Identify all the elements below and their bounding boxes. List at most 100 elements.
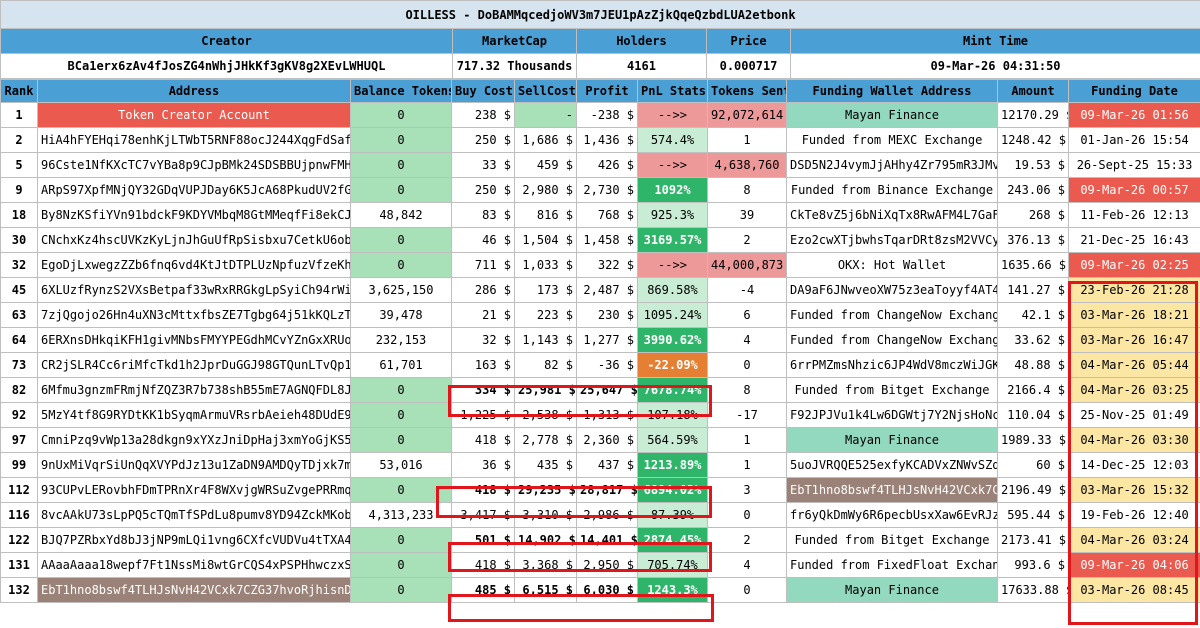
cell-balance: 0 (350, 252, 452, 278)
cell-rank: 132 (0, 577, 38, 603)
column-header-profit: Profit (576, 79, 638, 103)
table-row: 99 9nUxMiVqrSiUnQqXVYPdJz13u1ZaDN9AMDQyTD… (0, 452, 1200, 478)
cell-funding-wallet[interactable]: CkTe8vZ5j6bNiXqTx8RwAFM4L7GaFZ (786, 202, 998, 228)
cell-buy-cost: 21 $ (451, 302, 515, 328)
cell-address[interactable]: ARpS97XpfMNjQY32GDqVUPJDay6K5JcA68PkudUV… (37, 177, 351, 203)
cell-funding-wallet[interactable]: Mayan Finance (786, 577, 998, 603)
column-header-rank: Rank (0, 79, 38, 103)
cell-tokens-sent: 1 (707, 427, 787, 453)
cell-tokens-sent: 1 (707, 127, 787, 153)
cell-sell-cost: 25,981 $ (514, 377, 577, 403)
cell-funding-wallet[interactable]: Ezo2cwXTjbwhsTqarDRt8zsM2VVCyX (786, 227, 998, 253)
cell-amount: 993.6 $ (997, 552, 1069, 578)
mint-time-value: 09-Mar-26 04:31:50 (789, 53, 1200, 79)
cell-buy-cost: 485 $ (451, 577, 515, 603)
table-row: 30 CNchxKz4hscUVKzKyLjnJhGuUfRpSisbxu7Cet… (0, 227, 1200, 253)
cell-funding-wallet[interactable]: Funded from Bitget Exchange (786, 527, 998, 553)
cell-buy-cost: 418 $ (451, 427, 515, 453)
cell-balance: 0 (350, 152, 452, 178)
cell-address[interactable]: HiA4hFYEHqi78enhKjLTWbT5RNF88ocJ244XqgFd… (37, 127, 351, 153)
cell-address[interactable]: EgoDjLxwegzZZb6fnq6vd4KtJtDTPLUzNpfuzVfz… (37, 252, 351, 278)
cell-tokens-sent: 92,072,614 (707, 102, 787, 128)
cell-amount: 2166.4 $ (997, 377, 1069, 403)
cell-address[interactable]: 6XLUzfRynzS2VXsBetpaf33wRxRRGkgLpSyiCh94… (37, 277, 351, 303)
table-row: 5 96Cste1NfKXcTC7vYBa8p9CJpBMk24SDSBBUjpn… (0, 152, 1200, 178)
cell-sell-cost: 435 $ (514, 452, 577, 478)
cell-address[interactable]: CNchxKz4hscUVKzKyLjnJhGuUfRpSisbxu7CetkU… (37, 227, 351, 253)
cell-balance: 39,478 (350, 302, 452, 328)
cell-profit: 1,436 $ (576, 127, 638, 153)
cell-rank: 5 (0, 152, 38, 178)
cell-funding-date: 11-Feb-26 12:13 (1068, 202, 1200, 228)
cell-funding-wallet[interactable]: Mayan Finance (786, 427, 998, 453)
cell-address[interactable]: 7zjQgojo26Hn4uXN3cMttxfbsZE7Tgbg64j51kKQ… (37, 302, 351, 328)
cell-profit: 25,647 $ (576, 377, 638, 403)
creator-address[interactable]: BCa1erx6zAv4fJosZG4nWhjJHkKf3gKV8g2XEvLW… (0, 53, 453, 79)
token-summary-table: OILLESS - DoBAMMqcedjoWV3m7JEU1pAzZjkQqe… (0, 0, 1200, 79)
cell-funding-date: 09-Mar-26 01:56 (1068, 102, 1200, 128)
cell-balance: 0 (350, 402, 452, 428)
cell-address[interactable]: EbT1hno8bswf4TLHJsNvH42VCxk7CZG37hvoRjhi… (37, 577, 351, 603)
cell-address[interactable]: CmniPzq9vWp13a28dkgn9xYXzJniDpHaj3xmYoGj… (37, 427, 351, 453)
cell-address[interactable]: 6Mfmu3gnzmFRmjNfZQZ3R7b738shB55mE7AGNQFD… (37, 377, 351, 403)
cell-funding-wallet[interactable]: DSD5N2J4vymJjAHhy4Zr795mR3JMv9 (786, 152, 998, 178)
price-header: Price (706, 28, 791, 54)
holders-value: 4161 (576, 53, 707, 79)
cell-pnl-stats: 6894.02% (637, 477, 708, 503)
cell-funding-wallet[interactable]: Funded from ChangeNow Exchange (786, 327, 998, 353)
cell-funding-wallet[interactable]: fr6yQkDmWy6R6pecbUsxXaw6EvRJzn (786, 502, 998, 528)
cell-buy-cost: 418 $ (451, 552, 515, 578)
cell-funding-date: 03-Mar-26 15:32 (1068, 477, 1200, 503)
cell-address[interactable]: 5MzY4tf8G9RYDtKK1bSyqmArmuVRsrbAeieh48DU… (37, 402, 351, 428)
cell-funding-wallet[interactable]: EbT1hno8bswf4TLHJsNvH42VCxk7CZ (786, 477, 998, 503)
cell-amount: 141.27 $ (997, 277, 1069, 303)
cell-sell-cost: 1,143 $ (514, 327, 577, 353)
cell-address[interactable]: 6ERXnsDHkqiKFH1givMNbsFMYYPEGdhMCvYZnGxX… (37, 327, 351, 353)
cell-funding-wallet[interactable]: OKX: Hot Wallet (786, 252, 998, 278)
cell-address[interactable]: BJQ7PZRbxYd8bJ3jNP9mLQi1vng6CXfcVUDVu4tT… (37, 527, 351, 553)
cell-funding-wallet[interactable]: F92JPJVu1k4Lw6DGWtj7Y2NjsHoNcZ (786, 402, 998, 428)
cell-funding-wallet[interactable]: Mayan Finance (786, 102, 998, 128)
cell-funding-wallet[interactable]: 6rrPMZmsNhzic6JP4WdV8mczWiJGKQ (786, 352, 998, 378)
cell-funding-date: 03-Mar-26 16:47 (1068, 327, 1200, 353)
cell-funding-date: 19-Feb-26 12:40 (1068, 502, 1200, 528)
cell-address[interactable]: By8NzKSfiYVn91bdckF9KDYVMbqM8GtMMeqfFi8e… (37, 202, 351, 228)
cell-pnl-stats: 705.74% (637, 552, 708, 578)
cell-tokens-sent: 0 (707, 577, 787, 603)
cell-balance: 61,701 (350, 352, 452, 378)
cell-address[interactable]: Token Creator Account (37, 102, 351, 128)
cell-funding-wallet[interactable]: DA9aF6JNwveoXW75z3eaToyyf4AT49 (786, 277, 998, 303)
cell-rank: 2 (0, 127, 38, 153)
cell-address[interactable]: CR2jSLR4Cc6riMfcTkd1h2JprDuGGJ98GTQunLTv… (37, 352, 351, 378)
cell-address[interactable]: AAaaAaaa18wepf7Ft1NssMi8wtGrCQS4xPSPHhwc… (37, 552, 351, 578)
cell-address[interactable]: 96Cste1NfKXcTC7vYBa8p9CJpBMk24SDSBBUjpnw… (37, 152, 351, 178)
cell-pnl-stats: -->> (637, 152, 708, 178)
cell-funding-date: 21-Dec-25 16:43 (1068, 227, 1200, 253)
table-row: 131 AAaaAaaa18wepf7Ft1NssMi8wtGrCQS4xPSPH… (0, 552, 1200, 578)
cell-buy-cost: 36 $ (451, 452, 515, 478)
cell-profit: 2,986 $ (576, 502, 638, 528)
cell-funding-wallet[interactable]: Funded from MEXC Exchange (786, 127, 998, 153)
cell-funding-wallet[interactable]: Funded from Bitget Exchange (786, 377, 998, 403)
cell-funding-wallet[interactable]: 5uoJVRQQE525exfyKCADVxZNWvSZqE (786, 452, 998, 478)
cell-rank: 64 (0, 327, 38, 353)
cell-funding-wallet[interactable]: Funded from Binance Exchange (786, 177, 998, 203)
cell-sell-cost: 1,504 $ (514, 227, 577, 253)
cell-funding-date: 03-Mar-26 08:45 (1068, 577, 1200, 603)
table-row: 64 6ERXnsDHkqiKFH1givMNbsFMYYPEGdhMCvYZnG… (0, 327, 1200, 353)
cell-balance: 4,313,233 (350, 502, 452, 528)
cell-address[interactable]: 93CUPvLERovbhFDmTPRnXr4F8WXvjgWRSuZvgePR… (37, 477, 351, 503)
cell-pnl-stats: 1243.3% (637, 577, 708, 603)
cell-profit: 230 $ (576, 302, 638, 328)
cell-sell-cost: 29,235 $ (514, 477, 577, 503)
cell-funding-date: 04-Mar-26 03:25 (1068, 377, 1200, 403)
cell-tokens-sent: 44,000,873 (707, 252, 787, 278)
cell-funding-wallet[interactable]: Funded from ChangeNow Exchange (786, 302, 998, 328)
cell-funding-wallet[interactable]: Funded from FixedFloat Exchang (786, 552, 998, 578)
cell-address[interactable]: 8vcAAkU73sLpPQ5cTQmTfSPdLu8pumv8YD94ZckM… (37, 502, 351, 528)
cell-buy-cost: 250 $ (451, 127, 515, 153)
cell-buy-cost: 250 $ (451, 177, 515, 203)
cell-profit: 322 $ (576, 252, 638, 278)
cell-address[interactable]: 9nUxMiVqrSiUnQqXVYPdJz13u1ZaDN9AMDQyTDjx… (37, 452, 351, 478)
cell-sell-cost: 173 $ (514, 277, 577, 303)
